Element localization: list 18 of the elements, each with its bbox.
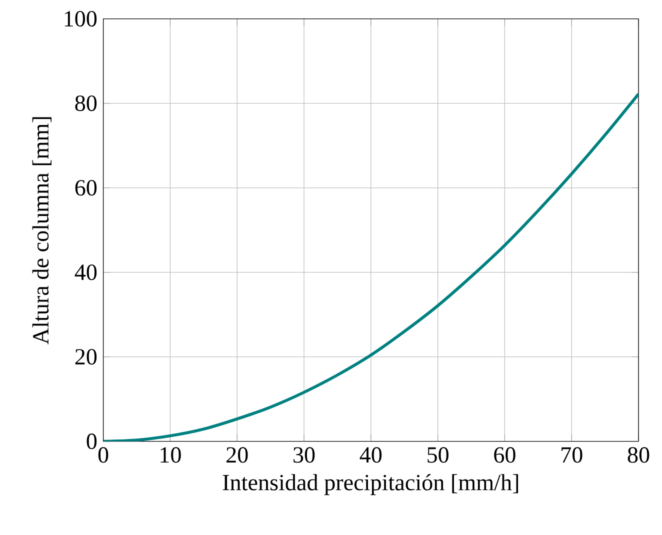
x-tick-label: 0 <box>98 447 108 463</box>
x-axis-title: Intensidad precipitación [mm/h] <box>222 474 518 495</box>
x-tick-label: 60 <box>494 447 516 463</box>
y-tick-label: 0 <box>86 433 97 450</box>
y-tick-label: 20 <box>75 348 97 365</box>
y-tick-label: 100 <box>64 10 97 26</box>
line-series <box>103 92 639 442</box>
y-axis-title: Altura de columna [mm] <box>32 117 52 344</box>
x-tick-label: 70 <box>562 447 582 463</box>
x-tick-label: 50 <box>428 447 448 463</box>
x-tick-label: 80 <box>628 447 650 463</box>
y-tick-label: 40 <box>74 264 97 280</box>
x-tick-label: 40 <box>360 447 382 463</box>
x-tick-label: 30 <box>294 447 315 463</box>
x-tick-label: 10 <box>160 447 181 463</box>
x-tick-label: 20 <box>226 447 248 463</box>
y-tick-label: 60 <box>75 180 97 196</box>
y-tick-label: 80 <box>75 95 97 111</box>
